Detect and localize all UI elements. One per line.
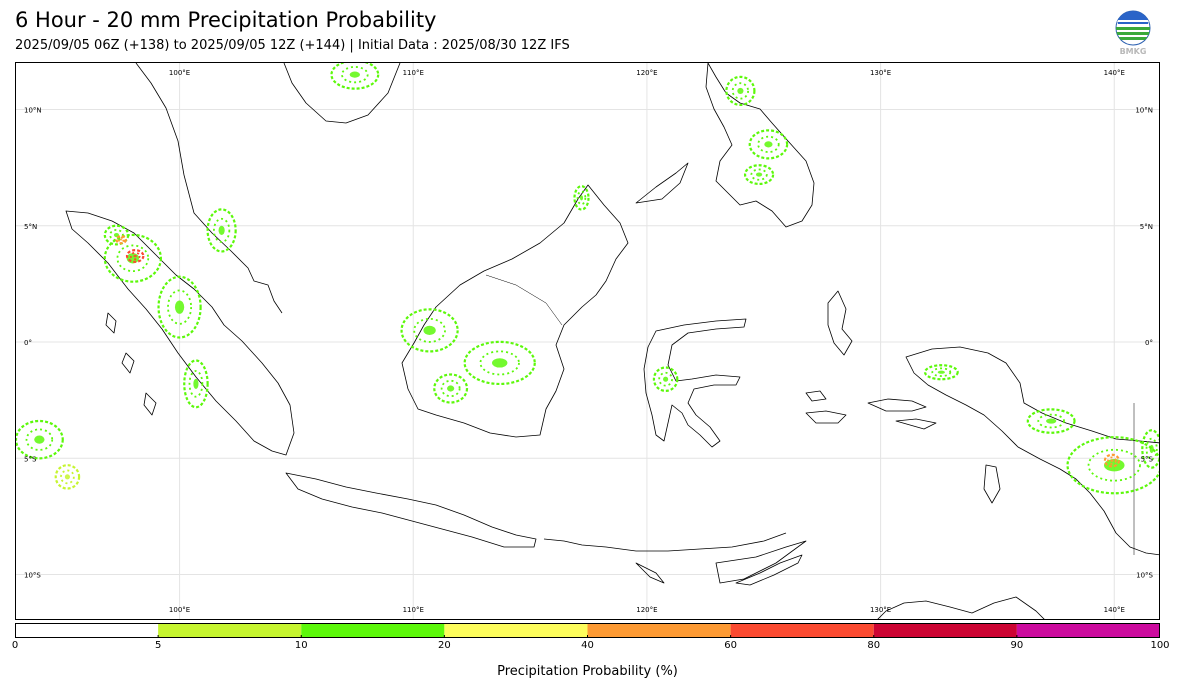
precipitation-overlay — [16, 63, 1159, 495]
precip-area-malay-peninsula — [206, 208, 237, 253]
coastline-lesser-sunda — [543, 532, 807, 584]
lon-label-top-120: 120°E — [636, 69, 657, 77]
colorbar-tick-0: 0 — [11, 640, 19, 651]
lat-label-left-5: 5°N — [24, 223, 37, 231]
lon-label-bottom-110: 110°E — [403, 606, 424, 614]
border-borneo — [485, 274, 563, 326]
precipitation-map[interactable]: 100°E 100°E 110°E 110°E 120°E 120°E 130°E 130°E… — [16, 63, 1160, 620]
lat-label-left--5: 5°S — [24, 455, 37, 463]
lon-label-top-110: 110°E — [403, 69, 424, 77]
coastline-java — [285, 472, 537, 548]
colorbar-tick-5: 5 — [154, 640, 162, 651]
colorbar-bin-90-100 — [1016, 623, 1160, 638]
precip-area-mindanao — [743, 164, 775, 186]
colorbar-ticks: 0 5 10 20 40 60 80 90 100 — [0, 640, 1180, 654]
colorbar-tick-100: 100 — [1150, 640, 1170, 651]
map-panel[interactable]: 100°E 100°E 110°E 110°E 120°E 120°E 130°E 130°E… — [15, 62, 1160, 620]
lon-label-top-130: 130°E — [870, 69, 891, 77]
coastline-philippines — [635, 63, 815, 228]
colorbar-bin-20-40 — [444, 623, 588, 638]
precip-area-central-sumatra — [157, 275, 202, 339]
coastline-halmahera — [805, 290, 937, 430]
colorbar-tick-20: 20 — [438, 640, 451, 651]
lat-label-right-5: 5°N — [1140, 223, 1153, 231]
lat-label-right-10: 10°N — [1135, 107, 1153, 115]
coastline-borneo — [401, 184, 629, 438]
colorbar-bin-40-60 — [587, 623, 731, 638]
precip-area-luzon-south — [725, 75, 756, 107]
colorbar-bin-5-10 — [158, 623, 302, 638]
colorbar-tick-60: 60 — [724, 640, 737, 651]
colorbar-tick-40: 40 — [581, 640, 594, 651]
precip-area-aceh-core — [115, 235, 127, 245]
bmkg-logo-icon: BMKG — [1115, 10, 1151, 56]
precip-area-indochina — [330, 63, 380, 90]
colorbar-bin-60-80 — [730, 623, 874, 638]
precip-area-papua-central — [1026, 408, 1076, 434]
logo-text: BMKG — [1120, 47, 1147, 56]
lat-label-right-0: 0° — [1145, 339, 1153, 347]
precip-area-south-kalimantan — [433, 373, 469, 404]
graticule — [16, 63, 1159, 619]
precip-area-indian-ocean-west — [16, 419, 64, 460]
precip-area-indian-ocean-south — [54, 464, 81, 490]
bmkg-logo: BMKG — [1112, 8, 1154, 56]
coastline-seram — [805, 390, 927, 412]
coastline-timor — [735, 554, 803, 586]
country-borders — [485, 274, 1135, 555]
lat-label-right--5: 5°S — [1141, 455, 1154, 463]
colorbar-label: Precipitation Probability (%) — [497, 664, 678, 679]
lat-label-left--10: 10°S — [24, 572, 41, 580]
precip-area-west-kalimantan — [400, 308, 459, 353]
colorbar-tick-10: 10 — [294, 640, 308, 651]
precip-area-sulawesi-central — [652, 366, 679, 392]
page-title: 6 Hour - 20 mm Precipitation Probability — [15, 8, 437, 32]
lon-label-bottom-140: 140°E — [1104, 606, 1125, 614]
lon-label-bottom-100: 100°E — [169, 606, 190, 614]
colorbar-tick-80: 80 — [867, 640, 881, 651]
precip-area-papua-bird-head — [923, 364, 959, 381]
forecast-time-subtitle: 2025/09/05 06Z (+138) to 2025/09/05 12Z … — [15, 38, 570, 53]
lat-label-left-0: 0° — [24, 339, 32, 347]
lon-label-top-100: 100°E — [169, 69, 190, 77]
precip-area-papua-east-core — [1103, 453, 1121, 468]
precip-area-sabah — [573, 185, 590, 211]
precip-area-north-sumatra-core — [125, 249, 145, 263]
colorbar-tick-90: 90 — [1010, 640, 1024, 651]
coastline-sumatra — [65, 210, 295, 456]
lon-label-top-140: 140°E — [1104, 69, 1125, 77]
graticule-labels: 100°E 100°E 110°E 110°E 120°E 120°E 130°E 130°E… — [24, 69, 1154, 614]
lat-label-left-10: 10°N — [24, 107, 42, 115]
coastline-nias — [105, 312, 157, 416]
precip-area-west-sumatra — [183, 359, 209, 409]
coastline-sulawesi — [643, 318, 747, 448]
lat-label-right--10: 10°S — [1136, 572, 1153, 580]
coastline-aru — [983, 464, 1001, 504]
precip-area-central-kalimantan — [463, 340, 536, 386]
lon-label-bottom-130: 130°E — [870, 606, 891, 614]
colorbar-bin-10-20 — [301, 623, 445, 638]
colorbar-bin-80-90 — [873, 623, 1017, 638]
precip-area-samar — [748, 129, 789, 160]
lon-label-bottom-120: 120°E — [636, 606, 657, 614]
colorbar-bin-0-5 — [15, 623, 159, 638]
coastline-australia — [877, 596, 1045, 619]
coastline-indochina — [135, 63, 401, 314]
colorbar — [15, 623, 1160, 638]
precip-area-north-sumatra — [103, 233, 162, 283]
precip-area-png-edge — [1141, 429, 1159, 469]
coastlines — [65, 63, 1159, 619]
coastline-new-guinea — [905, 346, 1159, 556]
